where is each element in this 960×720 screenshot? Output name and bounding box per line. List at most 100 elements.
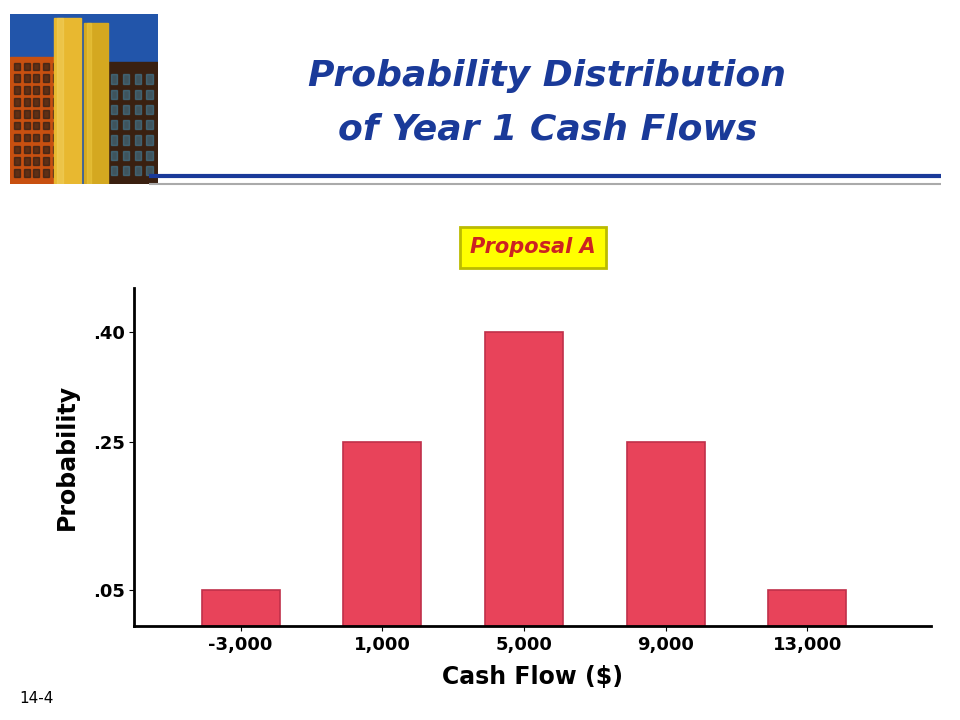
Bar xyxy=(110,74,117,84)
Bar xyxy=(53,158,59,165)
Bar xyxy=(24,74,30,82)
Bar xyxy=(62,110,68,117)
Bar xyxy=(202,590,279,626)
Bar xyxy=(147,74,154,84)
Bar xyxy=(147,120,154,130)
Text: Proposal A: Proposal A xyxy=(470,238,595,257)
Bar xyxy=(10,57,72,184)
Bar xyxy=(123,135,130,145)
Bar xyxy=(62,63,68,71)
Bar xyxy=(53,110,59,117)
Bar xyxy=(43,145,49,153)
Bar xyxy=(768,590,846,626)
Bar xyxy=(134,90,141,99)
Bar xyxy=(108,62,158,184)
Bar xyxy=(54,18,81,184)
Bar xyxy=(110,120,117,130)
Bar xyxy=(110,90,117,99)
Bar xyxy=(43,74,49,82)
Bar xyxy=(34,86,39,94)
Bar xyxy=(24,98,30,106)
Bar xyxy=(43,169,49,177)
Text: of Year 1 Cash Flows: of Year 1 Cash Flows xyxy=(338,112,756,147)
Bar xyxy=(134,135,141,145)
Bar xyxy=(62,98,68,106)
Bar xyxy=(58,18,63,184)
Bar xyxy=(134,120,141,130)
Bar xyxy=(110,150,117,160)
Bar xyxy=(344,443,421,626)
Bar xyxy=(123,74,130,84)
Bar xyxy=(24,158,30,165)
Bar xyxy=(14,110,20,117)
Bar xyxy=(147,150,154,160)
Bar xyxy=(43,98,49,106)
Bar xyxy=(24,86,30,94)
Bar xyxy=(53,122,59,130)
Bar xyxy=(14,145,20,153)
Bar xyxy=(14,63,20,71)
Bar xyxy=(34,98,39,106)
Bar xyxy=(14,122,20,130)
Bar xyxy=(110,135,117,145)
Bar xyxy=(24,169,30,177)
Bar xyxy=(43,86,49,94)
Bar xyxy=(53,134,59,141)
Bar xyxy=(123,105,130,114)
Bar xyxy=(53,145,59,153)
Bar xyxy=(34,169,39,177)
Bar xyxy=(34,74,39,82)
Bar xyxy=(24,110,30,117)
Bar xyxy=(43,122,49,130)
Bar xyxy=(14,86,20,94)
Bar xyxy=(84,23,108,184)
Bar xyxy=(34,158,39,165)
Bar xyxy=(62,158,68,165)
Bar xyxy=(147,105,154,114)
Bar xyxy=(43,63,49,71)
Bar xyxy=(53,86,59,94)
Bar xyxy=(14,98,20,106)
Bar xyxy=(43,158,49,165)
Bar xyxy=(123,90,130,99)
Bar xyxy=(53,169,59,177)
Bar xyxy=(123,150,130,160)
Bar xyxy=(53,98,59,106)
Bar xyxy=(14,158,20,165)
Bar xyxy=(14,74,20,82)
Bar xyxy=(62,169,68,177)
Bar xyxy=(87,23,91,184)
Bar xyxy=(62,74,68,82)
Bar xyxy=(147,90,154,99)
Text: Probability Distribution: Probability Distribution xyxy=(308,58,786,93)
Bar xyxy=(24,63,30,71)
Bar xyxy=(43,110,49,117)
Bar xyxy=(62,122,68,130)
Bar xyxy=(123,120,130,130)
Bar xyxy=(147,166,154,175)
Bar xyxy=(34,134,39,141)
Bar xyxy=(147,135,154,145)
Bar xyxy=(53,74,59,82)
Bar xyxy=(62,134,68,141)
Bar xyxy=(62,145,68,153)
Bar xyxy=(53,63,59,71)
Bar xyxy=(34,63,39,71)
Y-axis label: Probability: Probability xyxy=(55,384,79,530)
Bar xyxy=(14,169,20,177)
Bar xyxy=(34,110,39,117)
Text: 14-4: 14-4 xyxy=(19,690,54,706)
Bar xyxy=(34,145,39,153)
Bar xyxy=(14,134,20,141)
Bar xyxy=(134,150,141,160)
Bar xyxy=(134,166,141,175)
Bar xyxy=(43,134,49,141)
Bar xyxy=(627,443,705,626)
X-axis label: Cash Flow ($): Cash Flow ($) xyxy=(443,665,623,689)
Bar xyxy=(24,145,30,153)
Bar xyxy=(134,105,141,114)
Bar xyxy=(123,166,130,175)
Bar xyxy=(134,74,141,84)
Bar xyxy=(110,166,117,175)
Bar xyxy=(24,134,30,141)
